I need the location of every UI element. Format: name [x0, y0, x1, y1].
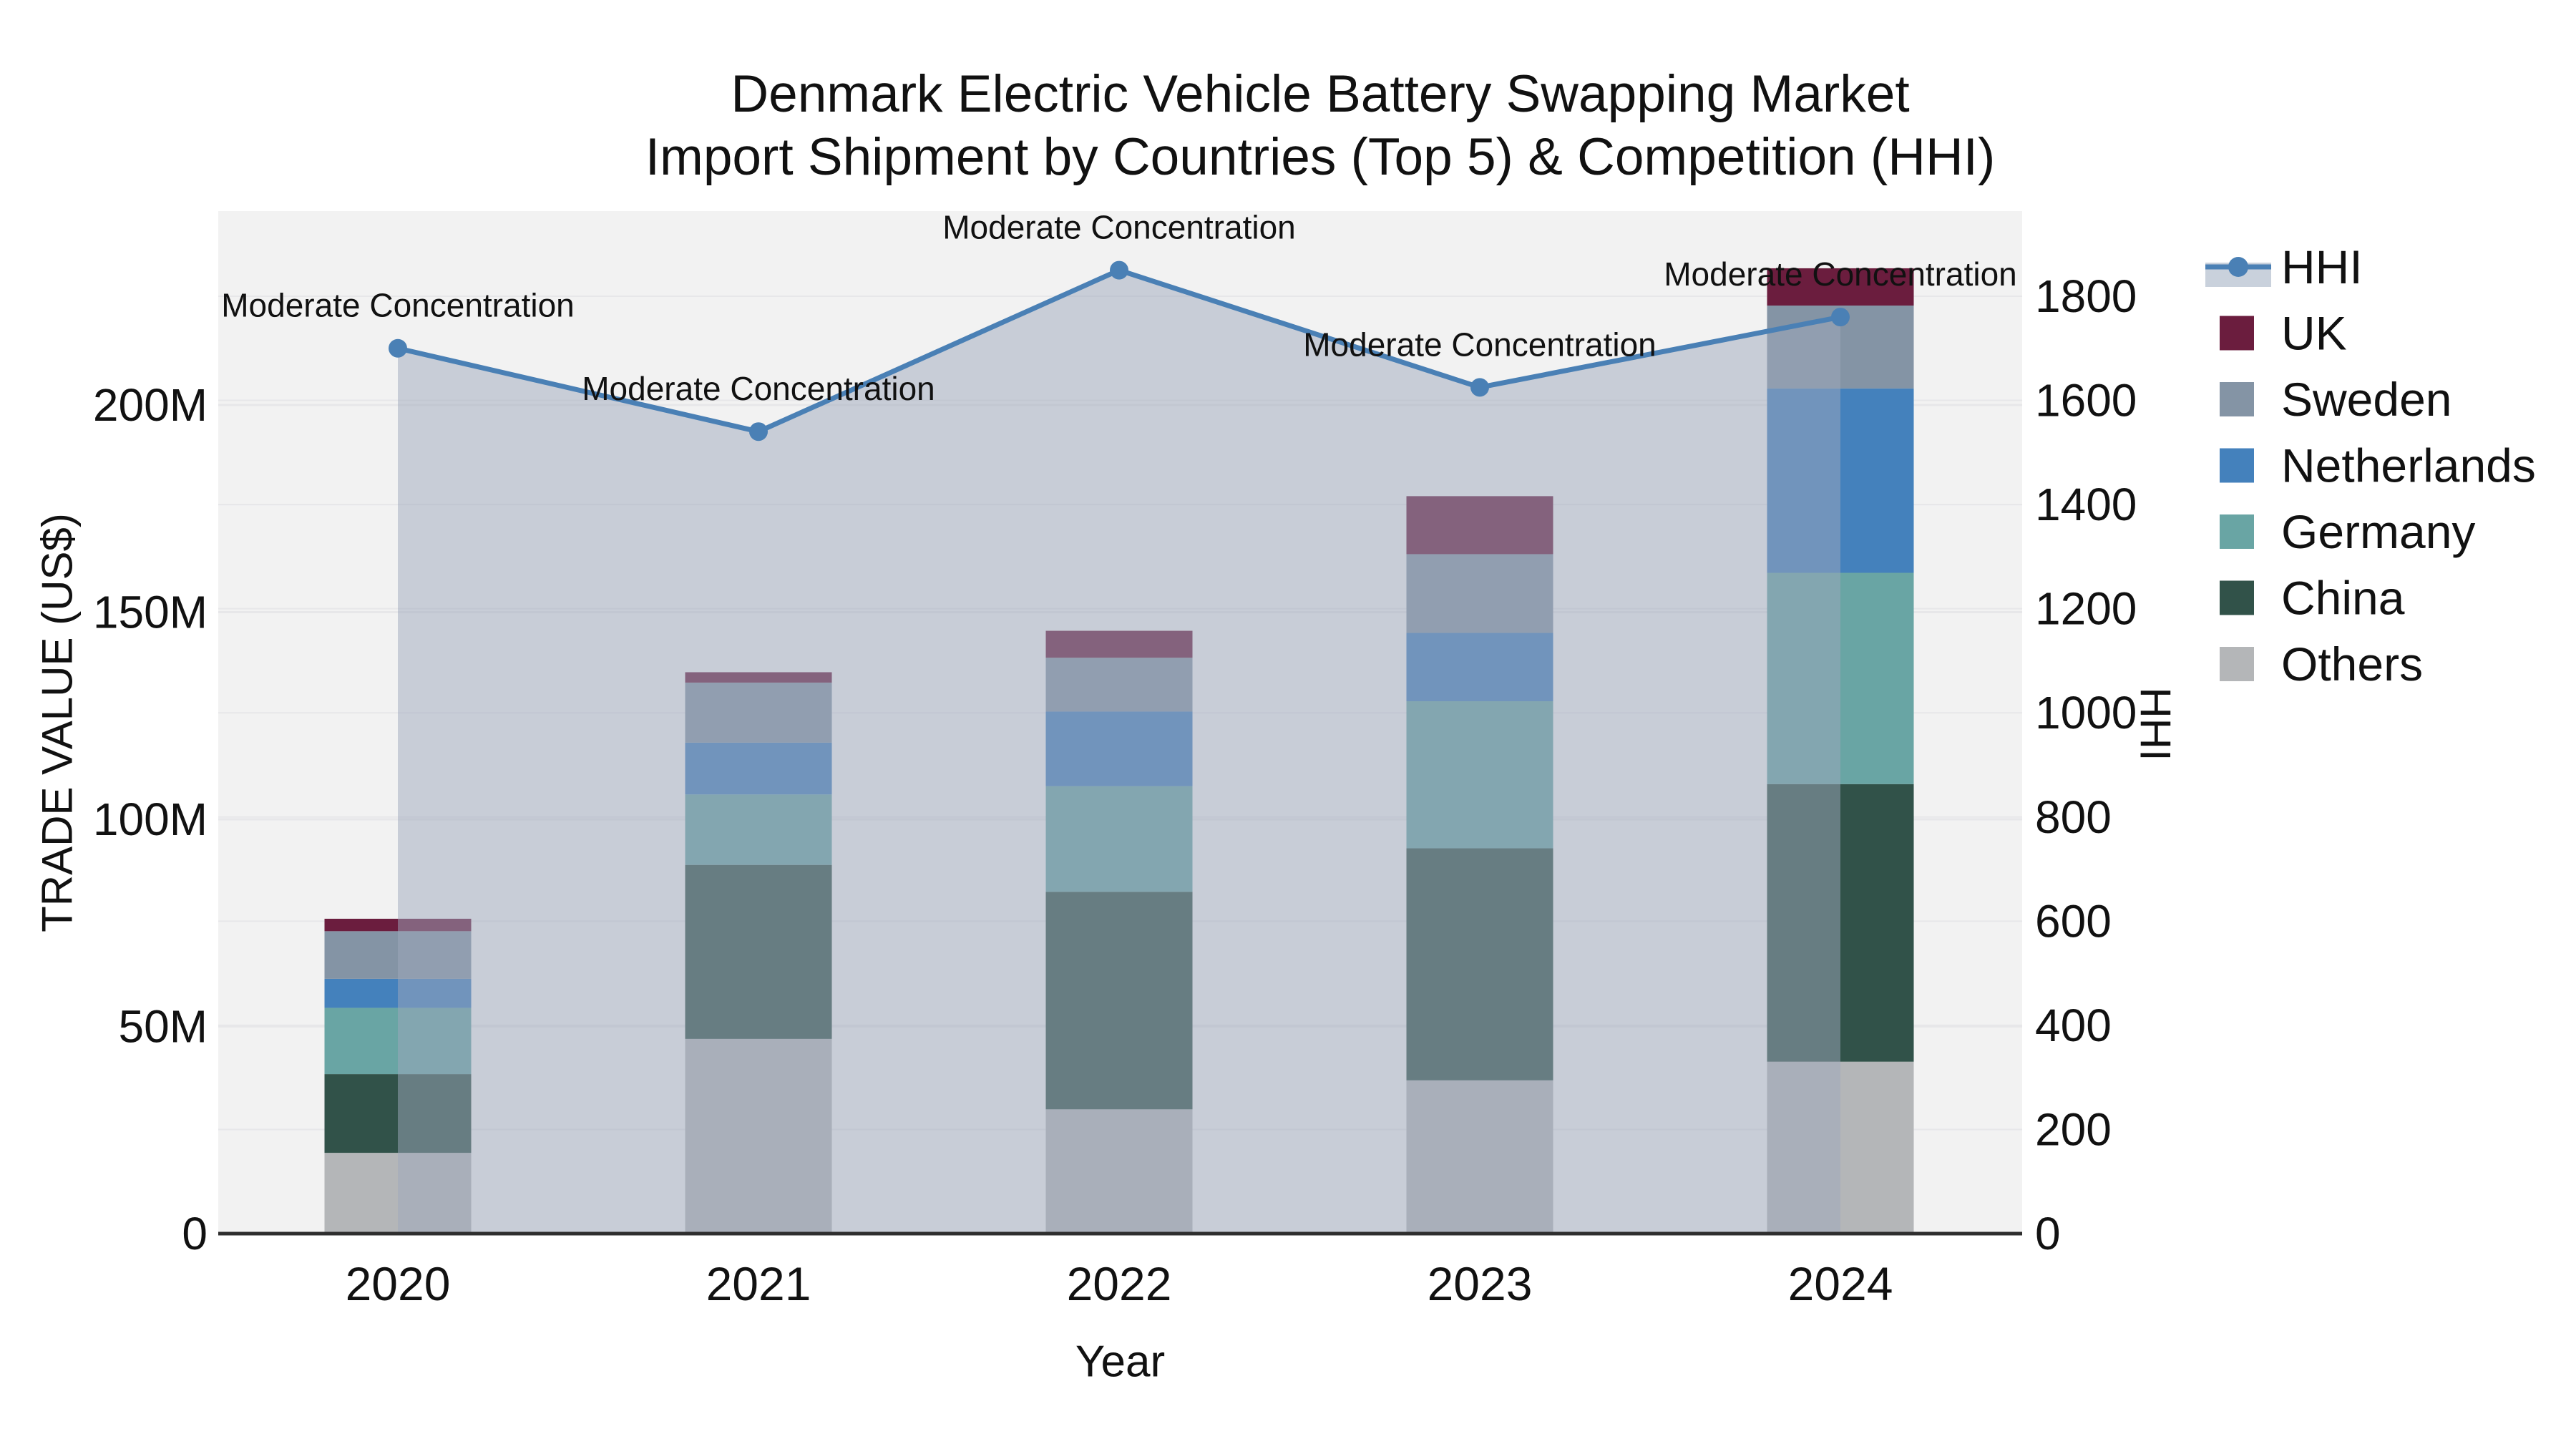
bar-segment-uk-2024	[1767, 268, 1914, 306]
legend-item-sweden[interactable]: Sweden	[2220, 373, 2452, 426]
legend-label-hhi: HHI	[2281, 240, 2363, 293]
legend-label-netherlands: Netherlands	[2281, 439, 2536, 492]
y-left-tick-0: 0	[182, 1208, 208, 1259]
annotation-2021: Moderate Concentration	[582, 370, 935, 407]
legend-label-germany: Germany	[2281, 505, 2475, 558]
y-right-tick-1400: 1400	[2035, 479, 2137, 530]
y-right-tick-800: 800	[2035, 791, 2112, 843]
hhi-marker-2021	[749, 422, 768, 441]
chart-title: Denmark Electric Vehicle Battery Swappin…	[64, 63, 2576, 189]
y-left-axis-title: TRADE VALUE (US$)	[34, 513, 82, 932]
x-tick-2020: 2020	[346, 1257, 451, 1310]
chart-title-line1: Denmark Electric Vehicle Battery Swappin…	[731, 65, 1910, 123]
y-right-tick-600: 600	[2035, 895, 2112, 947]
x-axis-title: Year	[1075, 1337, 1165, 1387]
y-left-tick-150M: 150M	[93, 587, 208, 638]
legend-label-others: Others	[2281, 638, 2423, 691]
y-right-tick-200: 200	[2035, 1103, 2112, 1155]
y-right-tick-1600: 1600	[2035, 375, 2137, 426]
annotation-2023: Moderate Concentration	[1303, 326, 1657, 363]
hhi-marker-2020	[389, 338, 407, 358]
legend-swatch-uk-icon	[2220, 316, 2254, 351]
annotation-2024: Moderate Concentration	[1664, 255, 2017, 293]
y-right-axis-title: HHI	[2132, 687, 2180, 761]
legend-swatch-others-icon	[2220, 647, 2254, 681]
y-right-tick-1200: 1200	[2035, 583, 2137, 635]
x-tick-2024: 2024	[1788, 1257, 1893, 1310]
legend-swatch-germany-icon	[2220, 514, 2254, 549]
legend-item-hhi[interactable]: HHI	[2205, 240, 2363, 293]
legend-swatch-netherlands-icon	[2220, 448, 2254, 483]
legend-swatch-sweden-icon	[2220, 382, 2254, 416]
legend-label-china: China	[2281, 572, 2405, 625]
legend-item-germany[interactable]: Germany	[2220, 505, 2475, 558]
legend-item-netherlands[interactable]: Netherlands	[2220, 439, 2536, 492]
x-tick-2023: 2023	[1428, 1257, 1533, 1310]
legend-item-others[interactable]: Others	[2220, 638, 2423, 691]
y-right-tick-1800: 1800	[2035, 270, 2137, 322]
legend-label-uk: UK	[2281, 307, 2347, 360]
x-tick-2022: 2022	[1067, 1257, 1172, 1310]
legend-item-china[interactable]: China	[2220, 572, 2405, 625]
x-tick-2021: 2021	[706, 1257, 811, 1310]
annotation-2020: Moderate Concentration	[221, 287, 575, 324]
y-left-tick-200M: 200M	[93, 379, 208, 431]
y-left-tick-100M: 100M	[93, 794, 208, 845]
legend-label-sweden: Sweden	[2281, 373, 2452, 426]
hhi-marker-2024	[1831, 308, 1850, 327]
y-right-tick-0: 0	[2035, 1208, 2061, 1259]
legend-item-uk[interactable]: UK	[2220, 307, 2347, 360]
y-right-tick-1000: 1000	[2035, 687, 2137, 738]
y-right-tick-400: 400	[2035, 1000, 2112, 1051]
hhi-marker-2022	[1110, 260, 1128, 280]
annotation-2022: Moderate Concentration	[942, 209, 1296, 246]
hhi-area-fill	[398, 270, 1840, 1234]
legend-swatch-china-icon	[2220, 580, 2254, 615]
chart-title-line2: Import Shipment by Countries (Top 5) & C…	[645, 128, 1996, 186]
hhi-marker-2023	[1470, 378, 1489, 397]
y-left-tick-50M: 50M	[119, 1001, 208, 1053]
legend-hhi-marker-icon	[2228, 257, 2248, 277]
